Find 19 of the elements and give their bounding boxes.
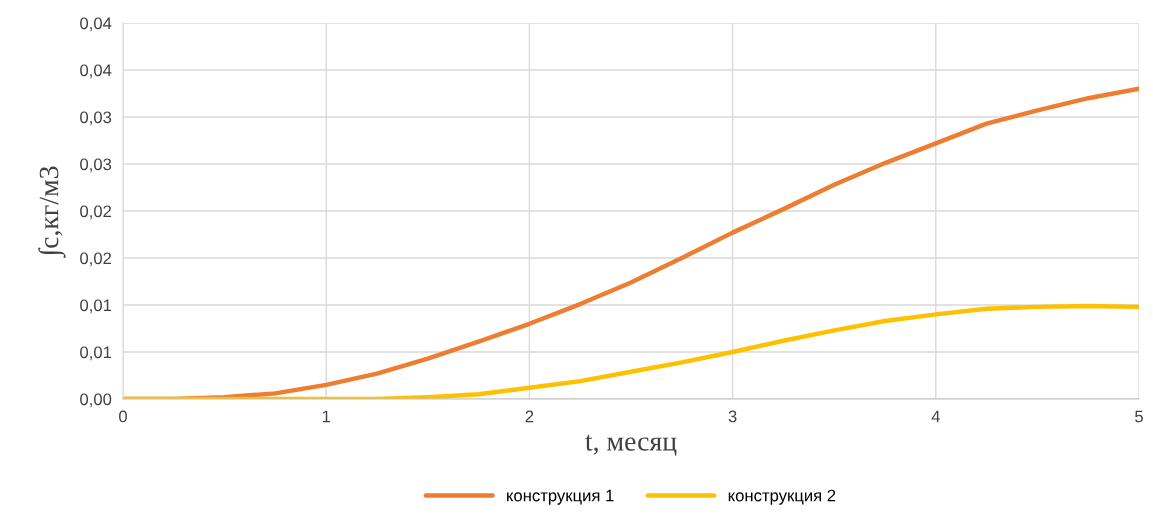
y-tick-label: 0,04 xyxy=(80,64,112,79)
y-axis-title: ∫c,кг/м3 xyxy=(38,166,66,258)
y-tick-label: 0,02 xyxy=(80,252,112,267)
y-tick-label: 0,04 xyxy=(80,17,112,32)
x-tick-label: 5 xyxy=(1135,410,1143,423)
legend-label: конструкция 2 xyxy=(728,489,836,505)
y-tick-label: 0,02 xyxy=(80,205,112,220)
y-tick-label: 0,01 xyxy=(80,299,112,314)
x-tick-label: 4 xyxy=(931,410,940,423)
x-tick-label: 2 xyxy=(525,410,534,423)
x-tick-label: 3 xyxy=(728,410,737,423)
y-tick-label: 0,03 xyxy=(80,158,112,173)
x-tick-label: 0 xyxy=(119,410,127,423)
y-tick-label: 0,03 xyxy=(80,111,112,126)
x-axis-title: t, месяц xyxy=(585,434,677,456)
legend-label: конструкция 1 xyxy=(507,489,614,505)
x-tick-label: 1 xyxy=(322,410,331,423)
y-tick-label: 0,00 xyxy=(80,393,112,408)
y-tick-label: 0,01 xyxy=(80,346,112,361)
